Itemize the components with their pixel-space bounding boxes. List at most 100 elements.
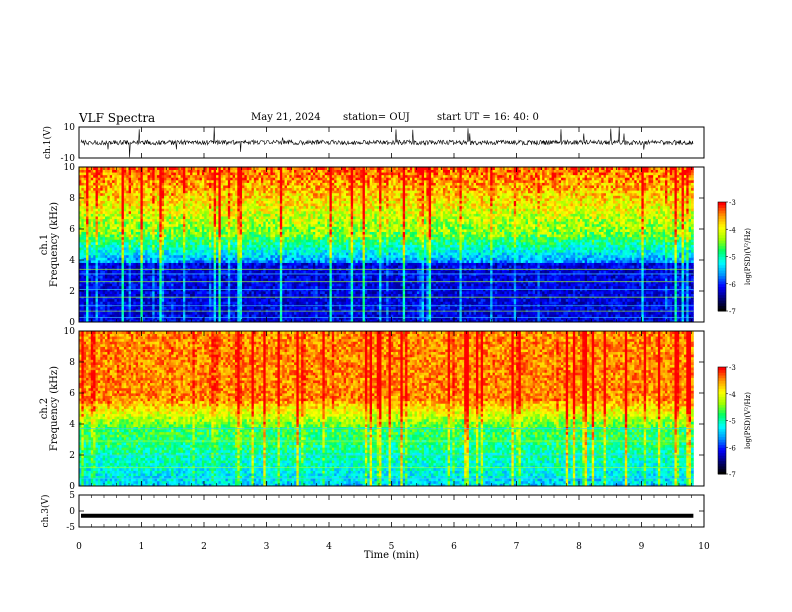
ch1-spectrogram-cell [168,309,172,313]
ch1-spectrogram-cell [130,210,134,214]
ch1-spectrogram-cell [152,288,156,292]
ch1-spectrogram-cell [154,174,158,178]
ch1-spectrogram-cell [147,187,151,191]
ch1-spectrogram-cell [232,229,236,232]
ch1-spectrogram-cell [190,200,193,204]
ch1-spectrogram-cell [121,236,125,240]
ch1-spectrogram-cell [81,200,85,204]
ch1-spectrogram-cell [109,288,113,292]
ch1-spectrogram-cell [145,218,148,222]
ch1-spectrogram-cell [199,192,203,196]
ch1-spectrogram-cell [180,309,184,313]
ch1-spectrogram-cell [107,231,111,235]
ch1-spectrogram-cell [123,218,127,222]
ch1-spectrogram-cell [218,265,222,269]
ch1-spectrogram-cell [234,195,238,199]
ch1-spectrogram-cell [173,283,177,287]
ch1-spectrogram-cell [201,216,205,220]
ch1-spectrogram-cell [119,265,122,269]
ch1-spectrogram-cell [166,226,170,230]
ch1-spectrogram-cell [161,275,165,279]
ch1-spectrogram-cell [112,208,115,212]
ch1-spectrogram-cell [142,239,146,243]
ch1-spectrogram-cell [206,192,210,196]
ch1-spectrogram-cell [272,257,276,261]
ch1-spectrogram-cell [173,265,177,269]
ch1-spectrogram-cell [168,275,172,279]
ch1-spectrogram-cell [260,241,264,245]
ch1-spectrogram-cell [159,291,163,294]
ch1-spectrogram-cell [180,280,184,284]
ch1-spectrogram-cell [168,231,172,235]
ch1-spectrogram-cell [180,216,184,220]
ch1-spectrogram-cell [168,283,172,287]
ch1-spectrogram-cell [246,296,250,300]
ch1-spectrogram-cell [81,174,85,178]
ch1-spectrogram-cell [149,213,153,217]
ch1-spectrogram-cell [192,280,196,284]
ch1-spectrogram-cell [197,288,200,292]
ch1-spectrogram-cell [135,288,139,292]
ch1-spectrogram-cell [121,252,125,256]
ch1-spectrogram-cell [114,223,118,227]
ch1-spectrogram-cell [244,260,248,263]
ch1-spectrogram-cell [249,231,252,235]
ch1-spectrogram-cell [79,298,82,302]
ch1-spectrogram-cell [112,316,115,320]
ch1-spectrogram-cell [225,247,229,251]
ch1-spectrogram-cell [249,285,252,289]
ch1-spectrogram-cell [199,316,203,320]
ch1-spectrogram-cell [185,301,189,305]
ch1-spectrogram-cell [149,226,153,230]
ch1-spectrogram-cell [109,195,113,199]
ch1-spectrogram-cell [204,174,207,178]
ch1-spectrogram-cell [123,311,127,315]
ch1-spectrogram-cell [218,288,222,292]
ch1-spectrogram-cell [130,298,134,302]
ch1-spectrogram-cell [161,213,165,217]
ch1-spectrogram-cell [204,210,207,214]
ch1-spectrogram-cell [178,218,182,222]
ch1-spectrogram-cell [211,293,215,297]
ch1-spectrogram-cell [168,291,172,294]
ch1-spectrogram-cell [161,210,165,214]
ch1-spectrogram-cell [140,257,144,261]
ch1-spectrogram-cell [83,306,87,310]
ch1-spectrogram-cell [265,210,269,214]
ch1-spectrogram-cell [242,280,245,284]
ch1-spectrogram-cell [249,298,252,302]
ch1-spectrogram-cell [97,285,101,289]
ch1-spectrogram-cell [268,236,271,240]
ch1-spectrogram-cell [100,177,104,181]
ch1-spectrogram-cell [220,200,224,204]
ch1-spectrogram-cell [119,234,122,238]
ch1-spectrogram-cell [83,252,87,256]
ch1-spectrogram-cell [185,226,189,230]
ch1-spectrogram-cell [149,231,153,235]
ch1-spectrogram-cell [104,270,108,274]
ch1-spectrogram-cell [114,247,118,251]
ch1-spectrogram-cell [147,254,151,258]
ch1-spectrogram-cell [232,192,236,196]
ch1-spectrogram-cell [166,283,170,287]
ch1-spectrogram-cell [159,249,163,253]
ch1-spectrogram-cell [197,272,200,276]
ch1-spectrogram-cell [142,311,146,315]
ch1-spectrogram-cell [204,306,207,310]
ch1-spectrogram-cell [107,177,111,181]
ch1-spectrogram-cell [128,179,132,183]
ch1-spectrogram-cell [227,285,231,289]
ch1-spectrogram-cell [190,260,193,263]
ch1-spectrogram-cell [86,210,89,214]
ch1-spectrogram-cell [95,241,99,245]
ch1-spectrogram-cell [142,288,146,292]
ch1-spectrogram-cell [135,208,139,212]
ch1-spectrogram-cell [246,298,250,302]
ch1-spectrogram-cell [102,311,106,315]
ch1-spectrogram-cell [173,231,177,235]
ch1-spectrogram-cell [204,185,207,189]
ch1-spectrogram-cell [199,285,203,289]
ch1-spectrogram-cell [145,270,148,274]
ch1-spectrogram-cell [121,275,125,279]
ch1-spectrogram-cell [128,231,132,235]
